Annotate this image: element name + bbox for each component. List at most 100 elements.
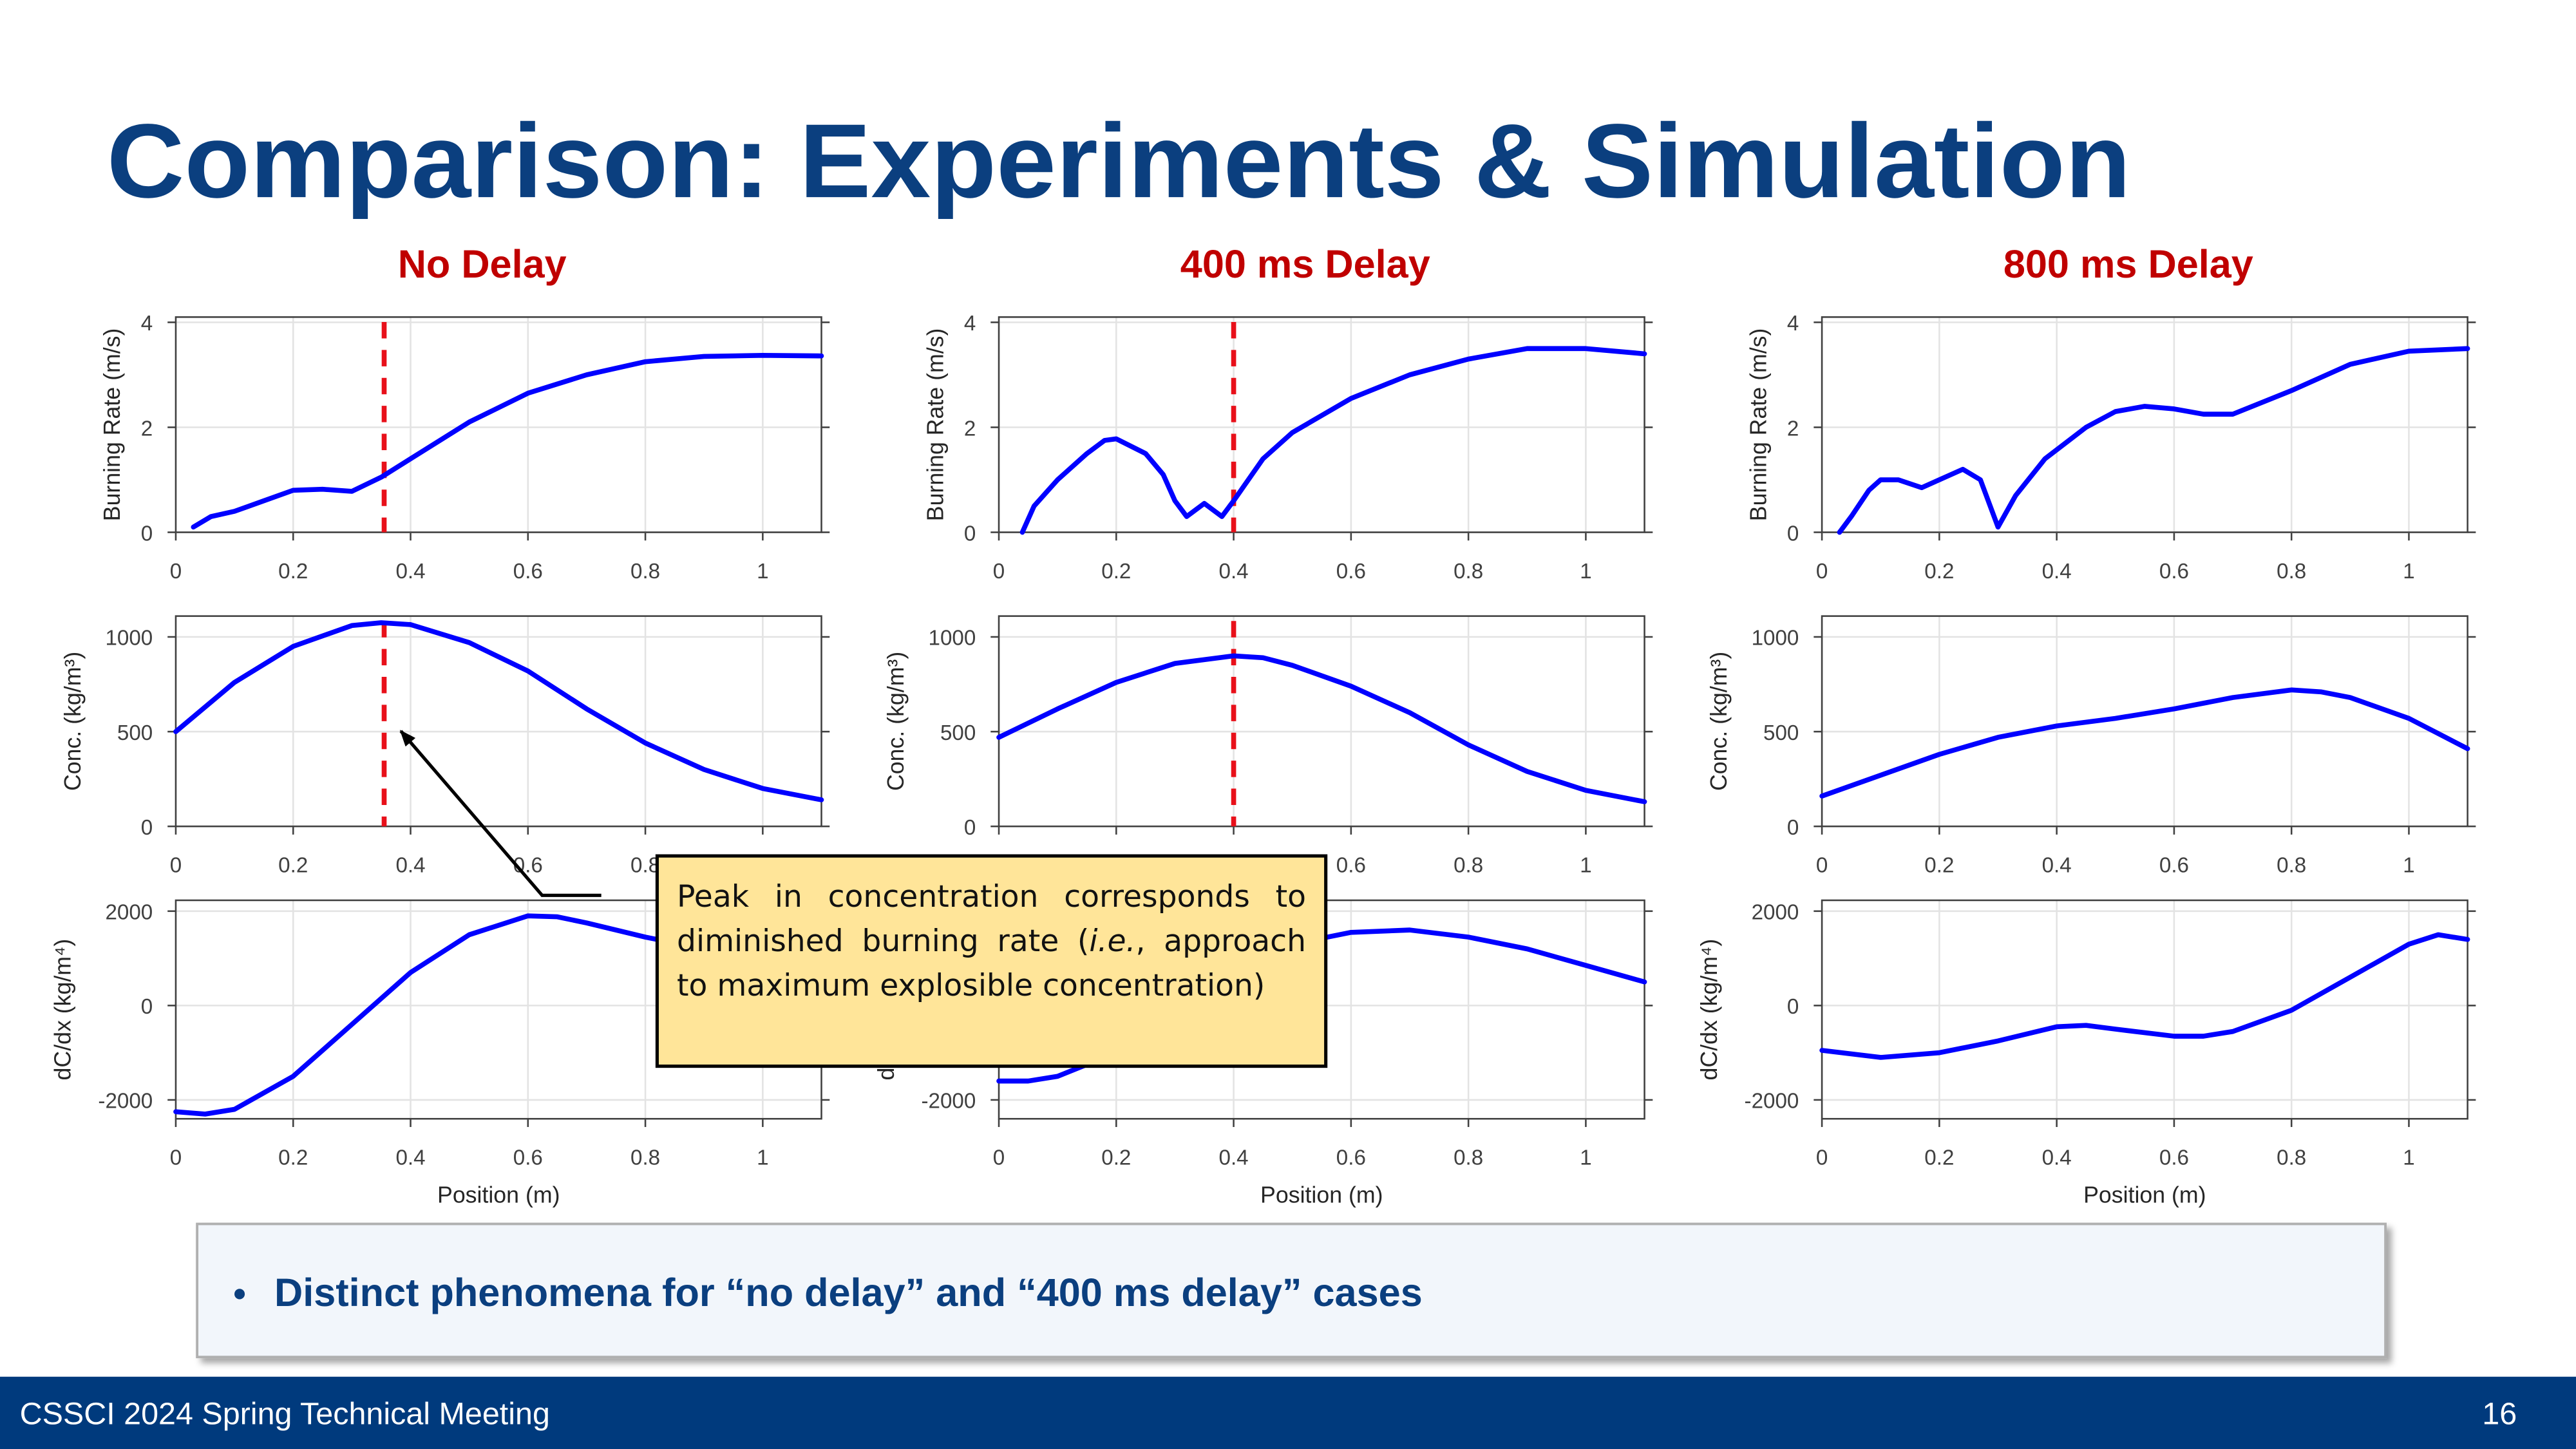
- x-tick-label: 0.2: [278, 1146, 308, 1170]
- slide-title: Comparison: Experiments & Simulation: [107, 102, 2131, 220]
- x-tick-label: 0.4: [2042, 560, 2072, 583]
- x-tick-label: 0.4: [1219, 1146, 1249, 1170]
- page-number: 16: [2482, 1397, 2517, 1432]
- data-line: [173, 620, 824, 802]
- x-tick-label: 1: [2403, 560, 2414, 583]
- x-tick-label: 0.6: [2159, 854, 2189, 878]
- x-tick-label: 0: [170, 1146, 182, 1170]
- y-tick-label: 2: [964, 417, 976, 440]
- subplot: 0 0.2 0.4 0.6 0.8 1 -2000 0 2000 dC/dx (kg/m⁴) Pos…: [1696, 899, 2476, 1208]
- data-line: [996, 653, 1647, 804]
- x-tick-label: 0.4: [2042, 1146, 2072, 1170]
- data-line: [191, 353, 824, 530]
- x-tick-label: 0.6: [1336, 1146, 1366, 1170]
- y-tick-label: 2000: [105, 901, 153, 925]
- y-tick-label: -2000: [98, 1090, 153, 1113]
- y-tick-label: 1000: [1752, 627, 1799, 650]
- data-line: [1819, 687, 2470, 799]
- x-tick-label: 1: [2403, 854, 2414, 878]
- y-tick-label: -2000: [1745, 1090, 1799, 1113]
- plot-frame: [1821, 899, 2468, 1120]
- y-tick-label: 4: [964, 312, 976, 336]
- x-tick-label: 0.8: [630, 854, 660, 878]
- x-tick-label: 0.2: [1101, 560, 1131, 583]
- y-tick-label: 500: [940, 721, 976, 745]
- y-axis-label: dC/dx (kg/m⁴): [50, 939, 76, 1081]
- subplot: 0 0.2 0.4 0.6 0.8 1 0 2 4 800 ms Delay Burning Rat…: [1745, 242, 2476, 583]
- x-tick-label: 0.6: [2159, 560, 2189, 583]
- x-tick-label: 0.4: [395, 560, 425, 583]
- annotation-text: Peak in concentration corresponds to dim…: [657, 856, 1325, 1009]
- x-tick-label: 0: [1816, 1146, 1828, 1170]
- y-tick-label: 0: [1787, 522, 1799, 545]
- y-axis-label: Conc. (kg/m³): [883, 652, 909, 791]
- x-tick-label: 0.6: [513, 560, 543, 583]
- y-tick-label: 1000: [105, 627, 153, 650]
- column-title: No Delay: [398, 242, 567, 286]
- y-tick-label: 4: [1787, 312, 1799, 336]
- y-tick-label: 0: [141, 522, 153, 545]
- x-tick-label: 1: [757, 560, 768, 583]
- plot-frame: [998, 615, 1645, 828]
- bullet-symbol: •: [233, 1273, 246, 1314]
- y-tick-label: 0: [1787, 995, 1799, 1019]
- x-tick-label: 0: [170, 560, 182, 583]
- data-line: [1019, 346, 1647, 535]
- x-tick-label: 0.8: [630, 560, 660, 583]
- x-tick-label: 0.2: [1101, 1146, 1131, 1170]
- x-tick-label: 0.8: [1454, 854, 1483, 878]
- subplot: 0 0.2 0.4 0.6 0.8 1 0 2 4 400 ms Delay Burning Rat…: [922, 242, 1653, 583]
- y-tick-label: 0: [141, 816, 153, 840]
- x-tick-label: 0: [170, 854, 182, 878]
- x-tick-label: 0: [993, 560, 1005, 583]
- x-tick-label: 1: [1580, 560, 1591, 583]
- x-tick-label: 0.8: [1454, 1146, 1483, 1170]
- annotation-arrow: [399, 730, 601, 897]
- y-tick-label: 4: [141, 312, 153, 336]
- x-tick-label: 0.2: [1924, 1146, 1954, 1170]
- annotation-box: [655, 854, 1328, 1068]
- x-tick-label: 0.2: [278, 854, 308, 878]
- x-tick-label: 0.2: [278, 560, 308, 583]
- y-axis-label: Conc. (kg/m³): [60, 652, 86, 791]
- x-tick-label: 1: [1580, 1146, 1591, 1170]
- y-tick-label: 2: [141, 417, 153, 440]
- plot-frame: [998, 316, 1645, 533]
- footer-bar: [0, 1376, 2576, 1449]
- x-tick-label: 0.8: [2277, 854, 2306, 878]
- column-title: 800 ms Delay: [2003, 242, 2253, 286]
- plot-frame: [175, 316, 822, 533]
- y-tick-label: 0: [1787, 816, 1799, 840]
- x-tick-label: 0.4: [1219, 560, 1249, 583]
- annotation-text-after: , approach to maximum explosible concent…: [677, 925, 1307, 1004]
- x-tick-label: 0.4: [395, 854, 425, 878]
- x-axis-label: Position (m): [2083, 1182, 2206, 1208]
- subplot: 0 0.2 0.4 0.6 0.8 1 0 2 4 No Delay Burning Rate (m…: [99, 242, 830, 583]
- x-tick-label: 0.4: [2042, 854, 2072, 878]
- y-tick-label: 2000: [1752, 901, 1799, 925]
- x-tick-label: 0.8: [1454, 560, 1483, 583]
- x-tick-label: 0: [1816, 560, 1828, 583]
- y-axis-label: Burning Rate (m/s): [1745, 328, 1771, 522]
- x-tick-label: 0.4: [395, 1146, 425, 1170]
- y-tick-label: 0: [964, 522, 976, 545]
- footer-text: CSSCI 2024 Spring Technical Meeting: [20, 1397, 550, 1432]
- x-axis-label: Position (m): [437, 1182, 560, 1208]
- column-title: 400 ms Delay: [1180, 242, 1430, 286]
- x-tick-label: 0.8: [2277, 560, 2306, 583]
- x-tick-label: 0.6: [1336, 560, 1366, 583]
- y-tick-label: 500: [117, 721, 153, 745]
- bullet-box: [196, 1222, 2387, 1359]
- y-tick-label: 2: [1787, 417, 1799, 440]
- annotation-text-before: Peak in concentration corresponds to dim…: [677, 880, 1307, 960]
- data-line: [1837, 346, 2470, 535]
- y-tick-label: 0: [964, 816, 976, 840]
- x-tick-label: 0.6: [1336, 854, 1366, 878]
- y-axis-label: Burning Rate (m/s): [99, 328, 125, 522]
- plot-frame: [175, 615, 822, 828]
- x-tick-label: 1: [1580, 854, 1591, 878]
